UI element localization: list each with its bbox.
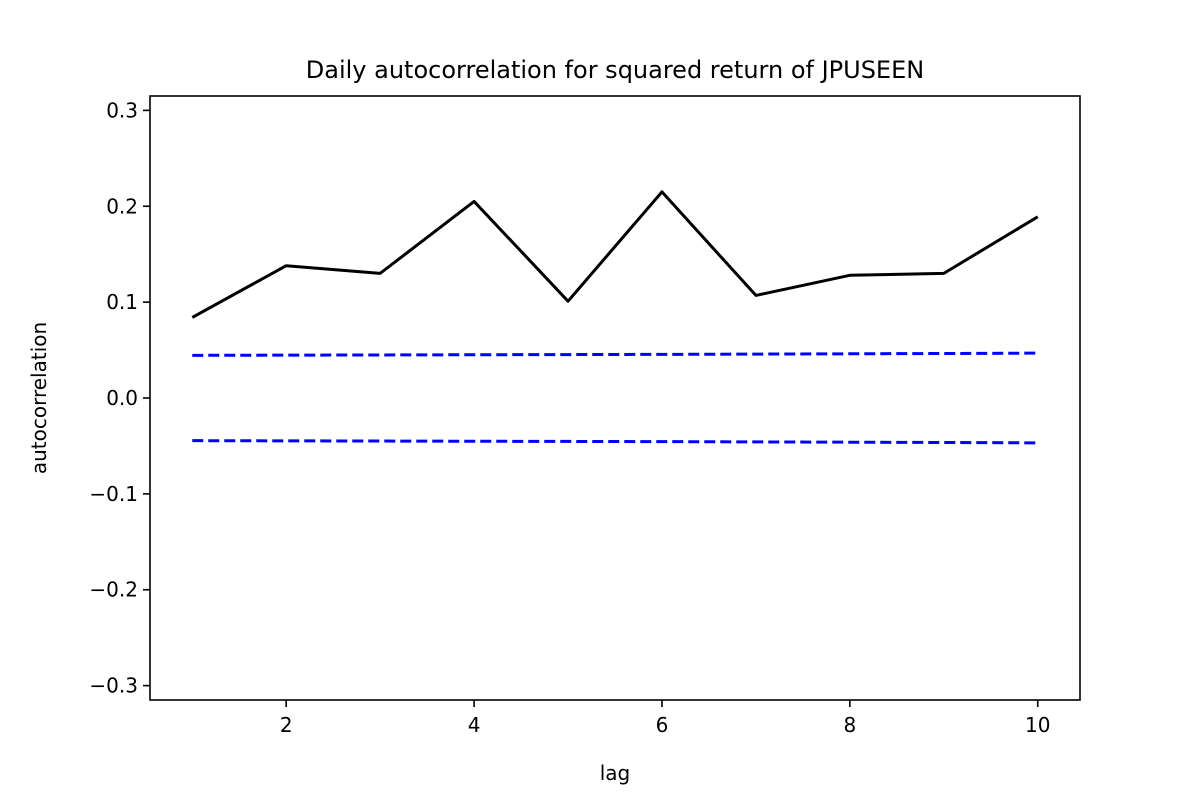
y-axis-label: autocorrelation <box>27 322 51 474</box>
y-tick-label: −0.2 <box>89 578 138 602</box>
axes-frame <box>149 95 1081 701</box>
series-line-3 <box>192 439 1038 445</box>
y-tick-label: 0.2 <box>106 194 138 218</box>
y-tick-label: 0.0 <box>106 386 138 410</box>
y-tick-label: −0.3 <box>89 674 138 698</box>
x-tick-label: 4 <box>468 713 481 737</box>
y-tick-label: −0.1 <box>89 482 138 506</box>
series-line-1 <box>191 190 1039 319</box>
y-tick-label: 0.1 <box>106 290 138 314</box>
series-line-2 <box>192 351 1038 357</box>
y-tick-label: 0.3 <box>106 98 138 122</box>
axes: 2 4 6 8 10 −0.3 −0.2 −0.1 0.0 0.1 0.2 0.3 <box>89 95 1081 737</box>
chart-title: Daily autocorrelation for squared return… <box>306 56 924 84</box>
x-tick-label: 10 <box>1025 713 1050 737</box>
x-tick-label: 2 <box>280 713 293 737</box>
x-tick-label: 6 <box>656 713 669 737</box>
x-axis-label: lag <box>600 761 631 785</box>
plot-area <box>191 190 1039 445</box>
x-tick-label: 8 <box>843 713 856 737</box>
